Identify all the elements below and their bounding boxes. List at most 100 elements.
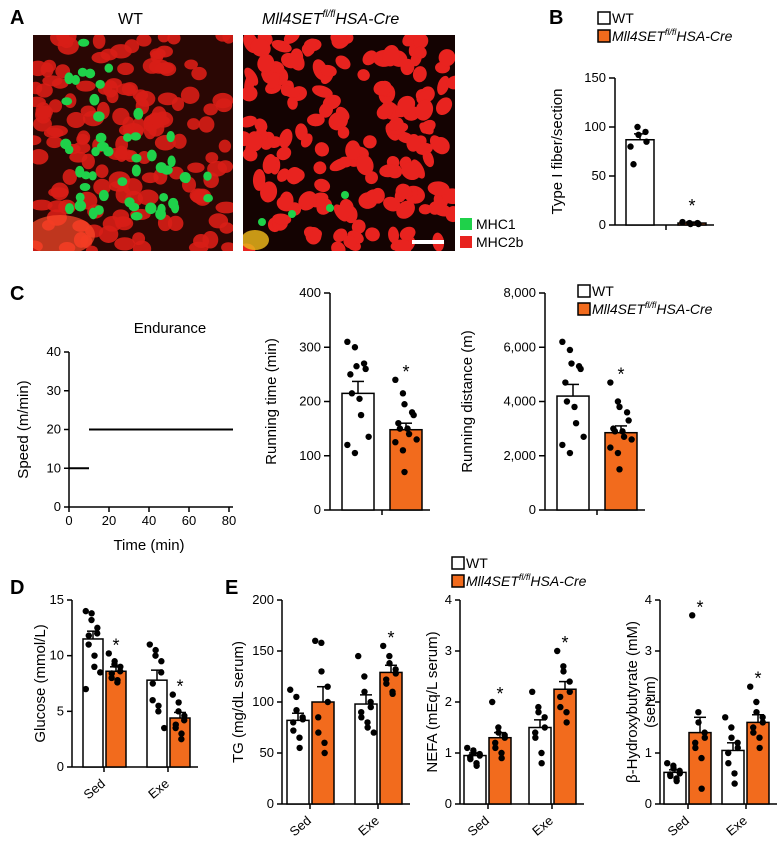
chart-c-time: 0 100 200 300 400 Running time (min) *	[263, 285, 430, 517]
data-point	[324, 683, 331, 690]
mhc2b-fiber	[383, 196, 401, 212]
significance-star: *	[176, 677, 183, 697]
data-point	[756, 744, 763, 752]
mhc1-fiber	[95, 132, 107, 143]
y-tick-label: 30	[47, 383, 61, 398]
mhc2b-fiber	[438, 49, 455, 67]
mhc2b-fiber	[132, 232, 146, 246]
y-tick-label: 1	[645, 745, 652, 760]
data-point	[178, 730, 185, 737]
data-point	[380, 642, 387, 650]
micrograph-ko-label: Mll4SETfl/flHSA-Cre	[262, 9, 399, 28]
data-point	[498, 754, 505, 762]
data-point	[734, 739, 741, 746]
mhc2b-fiber	[376, 104, 394, 120]
mhc2b-fiber	[244, 67, 259, 86]
mhc2b-fiber	[62, 169, 77, 185]
data-point	[566, 449, 574, 457]
mhc2b-fiber	[396, 200, 415, 219]
mhc2b-fiber	[400, 58, 415, 76]
data-point	[85, 641, 92, 648]
mhc2b-fiber	[184, 59, 198, 70]
mhc1-fiber	[85, 68, 96, 79]
y-tick-label: 2	[645, 694, 652, 709]
y-axis-label: Speed (m/min)	[15, 380, 32, 478]
data-point	[149, 697, 156, 704]
data-point	[383, 680, 390, 687]
y-tick-label: 100	[252, 694, 274, 709]
significance-star: *	[112, 635, 119, 655]
mhc2b-fiber	[418, 204, 432, 215]
mhc2b-fiber	[298, 191, 317, 211]
data-point	[498, 749, 505, 757]
data-point	[495, 724, 502, 731]
data-point	[85, 632, 92, 639]
data-point	[155, 708, 162, 715]
data-point	[473, 762, 480, 769]
data-point	[111, 661, 118, 668]
data-point	[321, 749, 328, 757]
legend-b-wt-label: WT	[612, 10, 634, 26]
data-point	[619, 428, 626, 435]
data-point	[410, 411, 417, 419]
mhc2b-fiber	[157, 35, 170, 43]
data-point	[698, 754, 705, 762]
data-point	[175, 708, 182, 715]
x-tick-label: 20	[102, 513, 116, 528]
data-point	[489, 698, 496, 706]
mhc2b-fiber	[49, 99, 63, 113]
y-tick-label: 4,000	[503, 394, 536, 409]
mhc2b-fiber	[394, 239, 412, 251]
chart-c-distance: 0 2,000 4,000 6,000 8,000 Running distance (m…	[459, 285, 645, 517]
data-point	[399, 390, 407, 397]
data-point	[401, 401, 408, 408]
data-point	[625, 417, 632, 424]
x-tick-label: Sed	[81, 776, 108, 802]
y-tick-label: 0	[445, 796, 452, 811]
mhc2b-fiber	[33, 96, 46, 108]
mhc2b-fiber	[351, 219, 366, 234]
data-point	[616, 466, 623, 473]
mhc2b-fiber	[217, 160, 233, 173]
data-point	[181, 717, 188, 724]
data-point	[348, 390, 356, 397]
data-point	[152, 652, 159, 659]
mhc2b-fiber	[287, 96, 298, 110]
y-tick-label: 0	[57, 759, 64, 774]
mhc1-fiber	[167, 155, 176, 168]
mhc1-fiber	[161, 165, 173, 175]
mhc2b-fiber	[115, 145, 128, 162]
data-point	[117, 663, 124, 670]
micrograph-wt-label: WT	[118, 11, 143, 28]
mhc2b-fiber	[243, 147, 258, 162]
mhc2b-fiber	[337, 126, 350, 139]
mhc1-fiber	[203, 171, 212, 181]
mhc2b-fiber	[429, 135, 445, 154]
data-point	[676, 770, 683, 777]
data-point	[664, 760, 671, 767]
bar	[625, 138, 655, 226]
legend-c: WT Mll4SETfl/flHSA-Cre	[577, 283, 713, 317]
mhc1-fiber	[65, 203, 75, 215]
mhc1-fiber	[130, 132, 142, 141]
data-point	[572, 420, 580, 427]
micrograph-ko	[243, 35, 455, 251]
data-point	[395, 420, 402, 427]
mhc1-label: MHC1	[476, 216, 516, 232]
panel-letter-e: E	[225, 577, 238, 599]
mhc2b-fiber	[395, 183, 412, 200]
data-point	[623, 409, 631, 416]
mhc2b-fiber	[277, 168, 290, 182]
data-point	[554, 647, 561, 655]
mhc2b-fiber	[191, 66, 207, 81]
y-axis-label: Type I fiber/section	[549, 89, 566, 215]
data-point	[557, 693, 564, 701]
mhc2b-fiber	[415, 99, 434, 121]
mhc1-fiber	[123, 133, 133, 142]
mhc2b-fiber	[314, 178, 331, 193]
data-point	[293, 693, 300, 701]
legend-e-wt-swatch	[451, 556, 465, 570]
mhc2b-fiber	[33, 148, 49, 165]
mhc2b-fiber	[313, 161, 327, 175]
data-point	[399, 447, 407, 454]
